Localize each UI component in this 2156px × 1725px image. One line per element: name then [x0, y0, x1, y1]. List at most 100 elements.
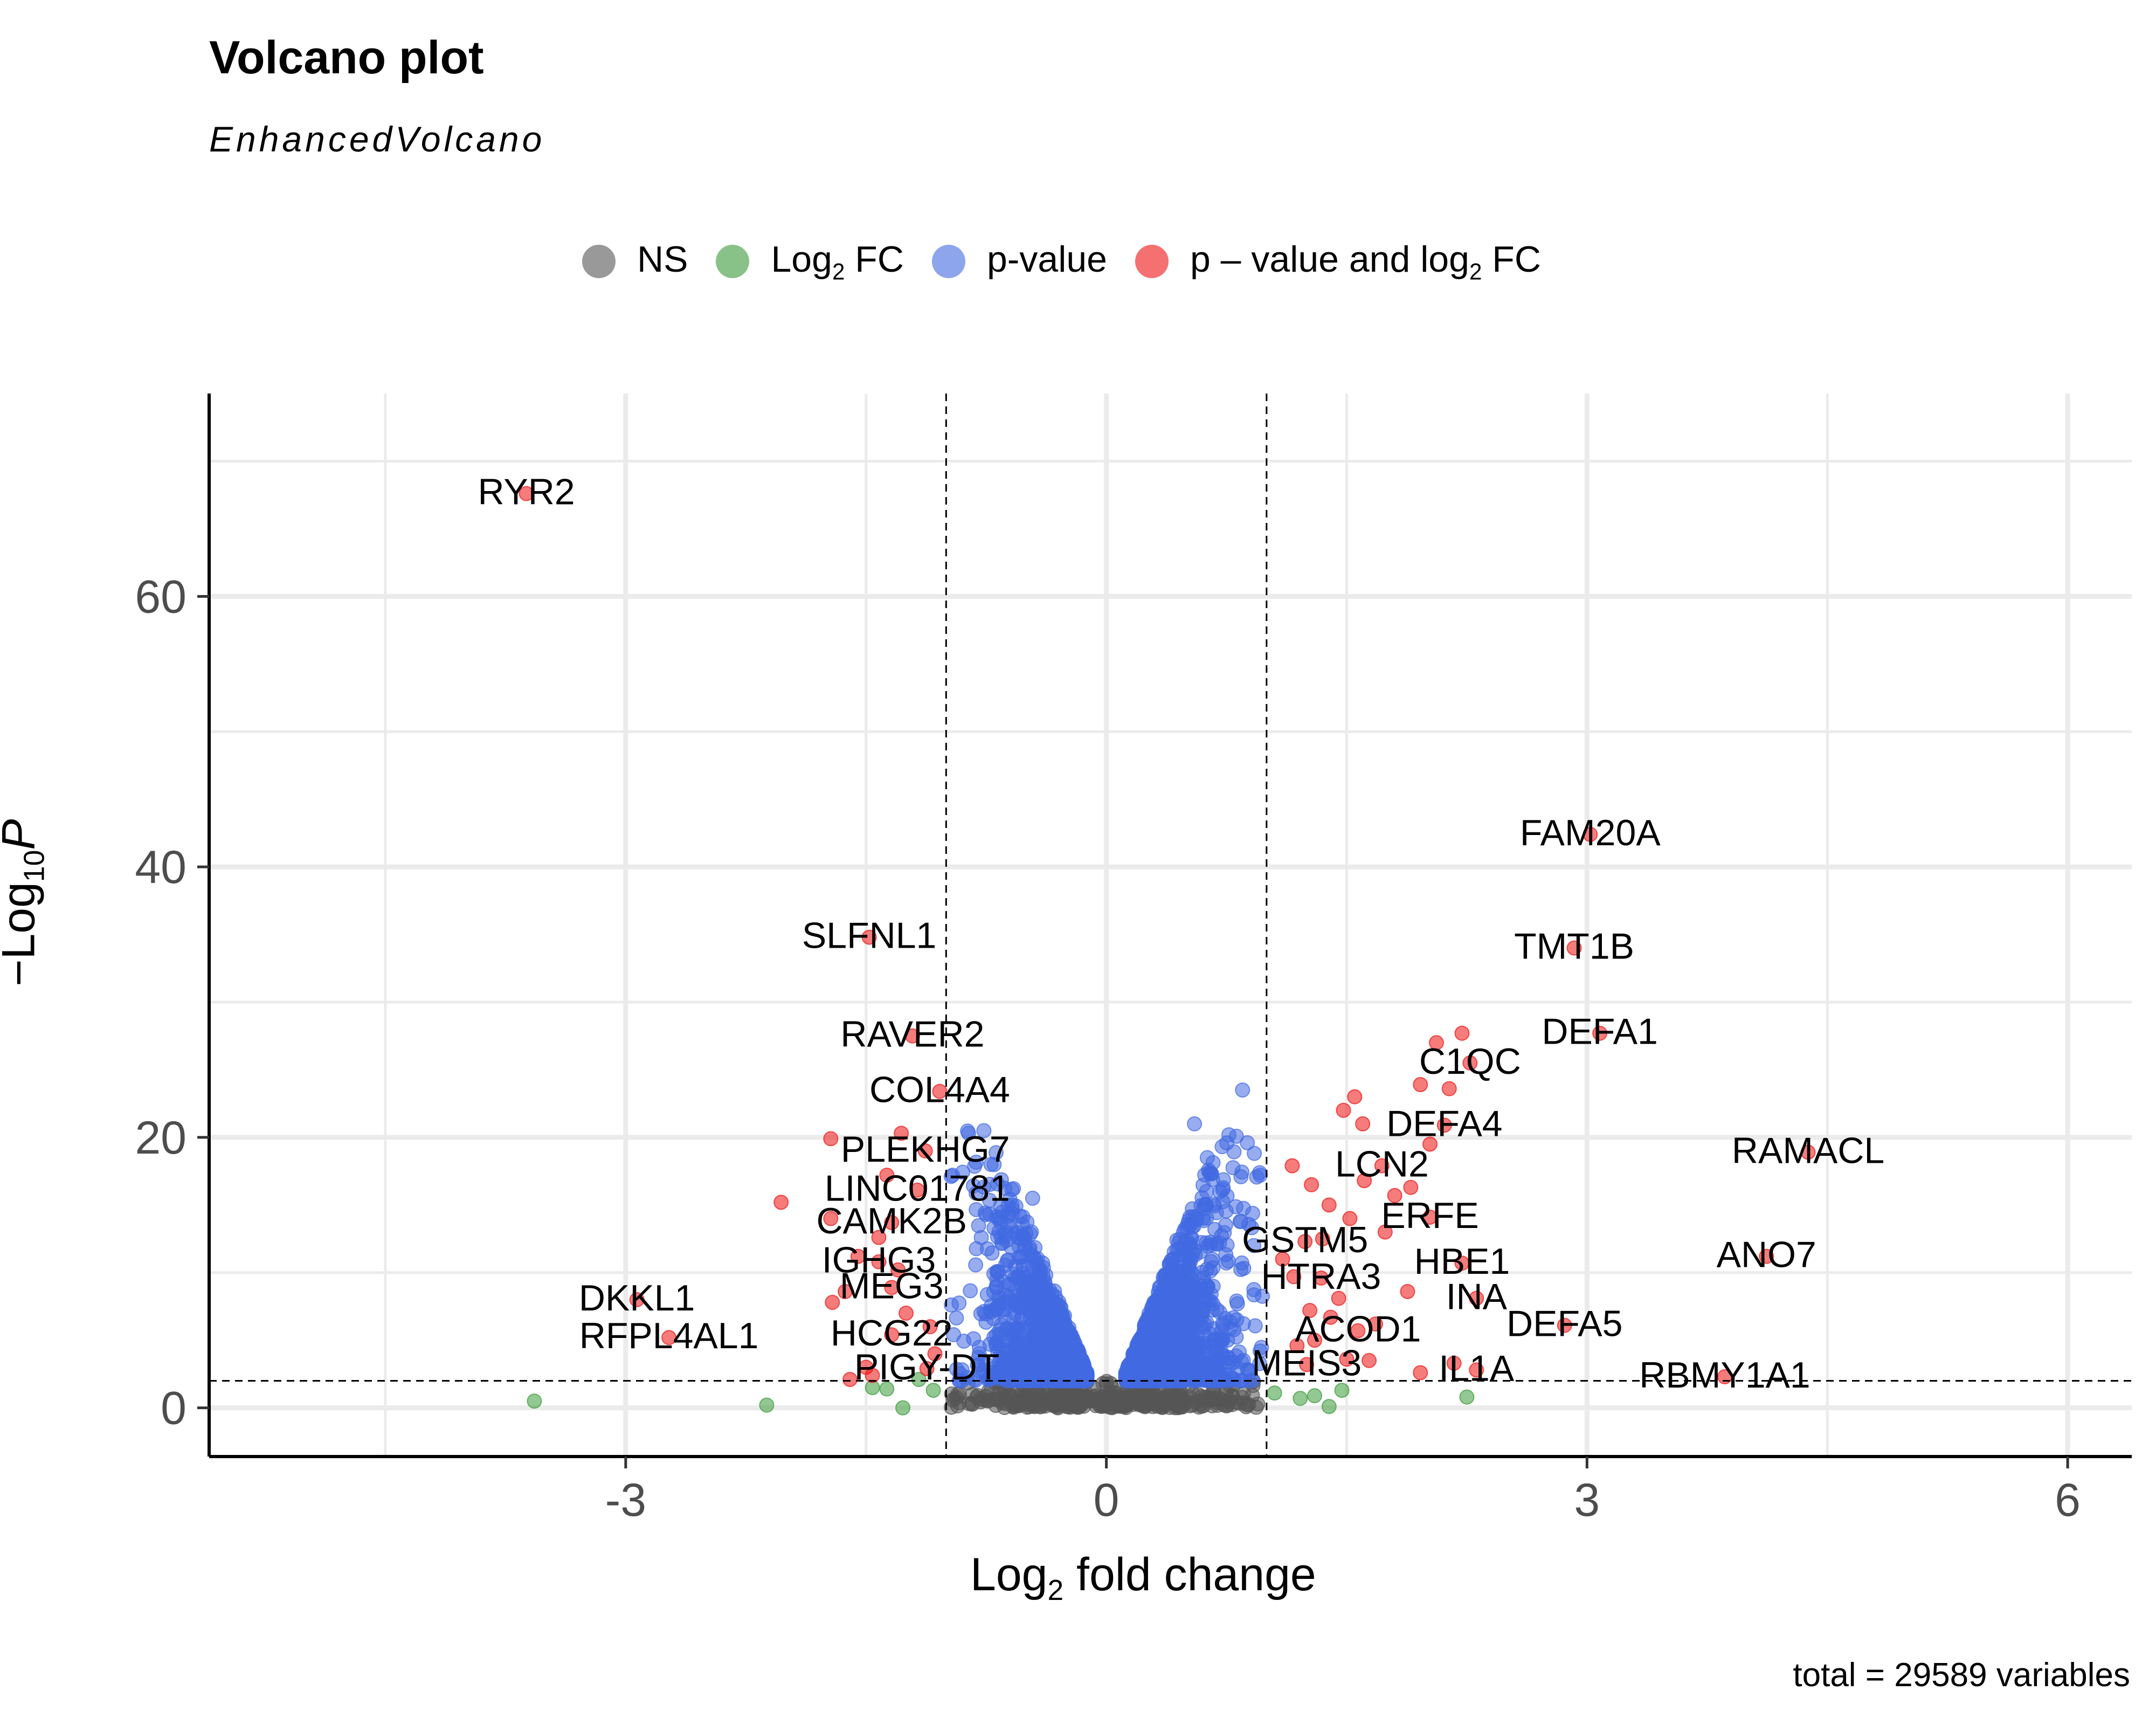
point-pvalue: [963, 1283, 978, 1299]
point-pvalue-and-log2fc: [890, 1262, 906, 1278]
point-pvalue: [1209, 1365, 1225, 1381]
point-log2fc: [1307, 1388, 1323, 1404]
gene-label-acod1: ACOD1: [1295, 1309, 1421, 1350]
gene-label-rbmy1a1: RBMY1A1: [1639, 1355, 1810, 1396]
point-pvalue: [991, 1289, 1007, 1305]
point-pvalue: [1173, 1276, 1189, 1292]
point-pvalue: [1254, 1340, 1269, 1355]
point-il1a: [1469, 1362, 1484, 1378]
point-ina: [1469, 1291, 1484, 1306]
point-raver2: [904, 1028, 920, 1044]
x-tick-label: 3: [1574, 1474, 1600, 1526]
point-pvalue: [1240, 1135, 1255, 1150]
point-pvalue: [971, 1357, 986, 1373]
gene-label-rfpl4al1: RFPL4AL1: [579, 1315, 759, 1356]
point-acod1: [1350, 1323, 1366, 1338]
gene-label-ano7: ANO7: [1717, 1234, 1816, 1275]
point-pvalue: [984, 1245, 1000, 1261]
point-pvalue-and-log2fc: [773, 1195, 789, 1210]
point-pvalue-and-log2fc: [1428, 1035, 1444, 1051]
point-pvalue: [1022, 1311, 1038, 1327]
point-pvalue: [969, 1202, 984, 1217]
point-pvalue-and-log2fc: [1357, 1173, 1372, 1189]
point-pvalue: [976, 1123, 992, 1138]
point-pvalue: [1247, 1146, 1262, 1161]
gene-label-ramacl: RAMACL: [1732, 1130, 1884, 1171]
point-pvalue: [1244, 1220, 1260, 1236]
point-log2fc: [1267, 1385, 1282, 1401]
gene-label-raver2: RAVER2: [840, 1014, 984, 1055]
y-tick-label: 60: [135, 571, 186, 623]
gene-label-pigy-dt: PIGY-DT: [854, 1347, 1000, 1388]
point-pvalue: [976, 1303, 992, 1319]
point-pvalue: [983, 1157, 999, 1172]
point-pvalue: [994, 1236, 1010, 1251]
point-pvalue-and-log2fc: [1422, 1136, 1438, 1152]
point-pvalue-and-log2fc: [1367, 1316, 1383, 1332]
point-log2fc: [1334, 1383, 1350, 1398]
point-ano7: [1759, 1248, 1774, 1264]
point-pvalue-and-log2fc: [825, 1294, 840, 1310]
y-tick-label: 40: [135, 841, 186, 893]
point-pvalue: [1025, 1259, 1040, 1274]
point-pvalue: [993, 1215, 1008, 1230]
point-pvalue: [1252, 1168, 1268, 1183]
gene-label-meg3: MEG3: [840, 1265, 944, 1306]
point-pvalue-and-log2fc: [879, 1168, 895, 1183]
point-lcn2: [1374, 1158, 1390, 1174]
point-hbe1: [1454, 1255, 1470, 1271]
point-pvalue-and-log2fc: [865, 1368, 880, 1383]
point-ns: [1033, 1387, 1049, 1403]
point-col4a4: [932, 1084, 948, 1099]
point-pvalue: [1246, 1282, 1262, 1298]
point-pvalue: [1018, 1226, 1034, 1241]
gene-label-hbe1: HBE1: [1414, 1241, 1510, 1282]
point-ns: [1234, 1390, 1250, 1405]
point-log2fc: [1293, 1391, 1308, 1406]
gene-label-gstm5: GSTM5: [1242, 1219, 1368, 1260]
point-c1qc: [1462, 1055, 1478, 1071]
point-gstm5: [1297, 1234, 1313, 1250]
point-pvalue: [1144, 1363, 1159, 1379]
y-tick-label: 0: [161, 1383, 186, 1434]
gene-label-col4a4: COL4A4: [869, 1070, 1010, 1110]
point-fam20a: [1583, 826, 1598, 842]
point-log2fc: [759, 1397, 775, 1413]
legend-key-log2fc: [716, 245, 750, 278]
point-pvalue: [1059, 1330, 1075, 1346]
point-ns: [1024, 1396, 1039, 1411]
point-log2fc: [879, 1381, 895, 1397]
point-pvalue-and-log2fc: [899, 1306, 914, 1321]
legend-item-pvalue-and-log2fc: p – value and log2 FC: [1135, 238, 1541, 285]
point-pvalue-and-log2fc: [1377, 1224, 1393, 1240]
point-pvalue: [1187, 1116, 1203, 1131]
point-ns: [1064, 1393, 1080, 1409]
gene-label-ighg3: IGHG3: [822, 1240, 936, 1281]
gene-label-il1a: IL1A: [1439, 1348, 1515, 1389]
point-camk2b: [884, 1215, 900, 1230]
point-pvalue: [1228, 1128, 1244, 1144]
point-pvalue-and-log2fc: [1336, 1102, 1351, 1118]
point-pvalue: [1165, 1263, 1180, 1279]
point-erfe: [1422, 1209, 1438, 1225]
legend-item-ns: NS: [582, 238, 688, 285]
gene-label-plekhg7: PLEKHG7: [841, 1129, 1010, 1170]
point-pvalue-and-log2fc: [1307, 1333, 1323, 1348]
point-pvalue: [1179, 1220, 1194, 1236]
legend-item-pvalue: p-value: [931, 238, 1107, 285]
point-pvalue: [1205, 1260, 1221, 1275]
point-pvalue-and-log2fc: [1321, 1197, 1337, 1213]
legend-label-pvalue: p-value: [986, 238, 1107, 280]
x-tick-label: 6: [2055, 1474, 2081, 1526]
point-pvalue: [1000, 1198, 1016, 1213]
point-hcg22: [884, 1327, 900, 1343]
point-pvalue: [1196, 1365, 1211, 1381]
point-pvalue-and-log2fc: [1284, 1158, 1300, 1174]
point-pvalue: [949, 1310, 964, 1326]
point-pvalue: [1246, 1238, 1262, 1253]
gene-label-defa4: DEFA4: [1386, 1103, 1502, 1144]
point-pvalue-and-log2fc: [1355, 1116, 1371, 1131]
point-pvalue: [1193, 1318, 1208, 1334]
point-pvalue: [968, 1185, 984, 1201]
gene-label-meis3: MEIS3: [1252, 1342, 1362, 1383]
